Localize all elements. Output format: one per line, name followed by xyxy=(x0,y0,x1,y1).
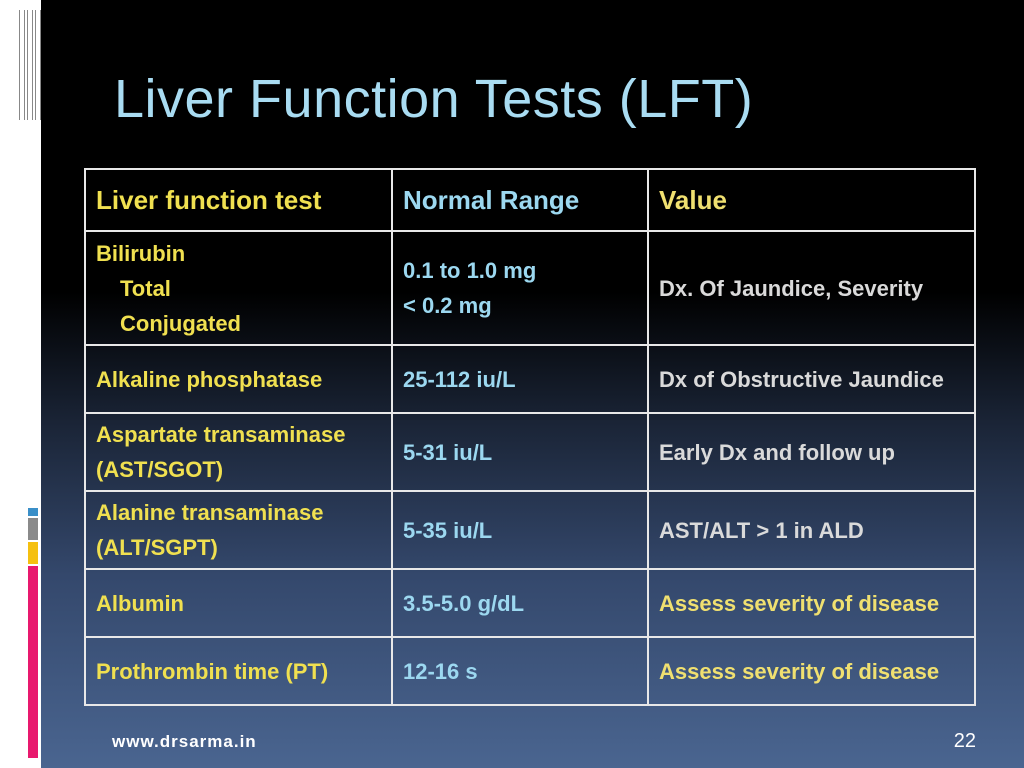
cell-range-bilirubin-conjugated: < 0.2 mg xyxy=(403,293,492,318)
cell-test-ast-line1: Aspartate transaminase xyxy=(96,422,346,447)
table-row-albumin: Albumin 3.5-5.0 g/dL Assess severity of … xyxy=(84,568,976,638)
cell-test-ast-line2: (AST/SGOT) xyxy=(96,457,224,482)
cell-value-ast: Early Dx and follow up xyxy=(647,412,976,492)
cell-test-bilirubin-total: Total xyxy=(120,275,171,301)
cell-test-bilirubin-line1: Bilirubin xyxy=(96,240,186,266)
table-header-row: Liver function test Normal Range Value xyxy=(84,168,976,232)
cell-test-alt-line2: (ALT/SGPT) xyxy=(96,535,218,560)
slide-title: Liver Function Tests (LFT) xyxy=(114,69,754,129)
cell-test-ast: Aspartate transaminase (AST/SGOT) xyxy=(84,412,393,492)
table-row-prothrombin-time: Prothrombin time (PT) 12-16 s Assess sev… xyxy=(84,636,976,706)
decorative-color-strip xyxy=(28,508,38,758)
website-footer: www.drsarma.in xyxy=(112,732,257,751)
header-liver-function-test: Liver function test xyxy=(84,168,393,232)
decorative-bars-top xyxy=(19,10,41,120)
table-row-alkaline-phosphatase: Alkaline phosphatase 25-112 iu/L Dx of O… xyxy=(84,344,976,414)
cell-value-prothrombin-time: Assess severity of disease xyxy=(647,636,976,706)
cell-value-albumin: Assess severity of disease xyxy=(647,568,976,638)
cell-range-alkaline-phosphatase: 25-112 iu/L xyxy=(391,344,649,414)
cell-test-bilirubin: Bilirubin Total Conjugated xyxy=(84,230,393,346)
cell-test-alkaline-phosphatase: Alkaline phosphatase xyxy=(84,344,393,414)
cell-test-alt: Alanine transaminase (ALT/SGPT) xyxy=(84,490,393,570)
cell-value-alt: AST/ALT > 1 in ALD xyxy=(647,490,976,570)
page-number: 22 xyxy=(953,730,976,752)
cell-range-bilirubin: 0.1 to 1.0 mg < 0.2 mg xyxy=(391,230,649,346)
cell-range-ast: 5-31 iu/L xyxy=(391,412,649,492)
cell-test-bilirubin-conjugated: Conjugated xyxy=(120,310,241,336)
cell-value-bilirubin: Dx. Of Jaundice, Severity xyxy=(647,230,976,346)
header-normal-range: Normal Range xyxy=(391,168,649,232)
cell-test-alt-line1: Alanine transaminase xyxy=(96,500,324,525)
table-row-bilirubin: Bilirubin Total Conjugated 0.1 to 1.0 mg… xyxy=(84,230,976,346)
cell-range-albumin: 3.5-5.0 g/dL xyxy=(391,568,649,638)
cell-test-albumin: Albumin xyxy=(84,568,393,638)
cell-test-prothrombin-time: Prothrombin time (PT) xyxy=(84,636,393,706)
lft-table: Liver function test Normal Range Value B… xyxy=(84,168,976,706)
cell-value-alkaline-phosphatase: Dx of Obstructive Jaundice xyxy=(647,344,976,414)
table-row-ast: Aspartate transaminase (AST/SGOT) 5-31 i… xyxy=(84,412,976,492)
cell-range-alt: 5-35 iu/L xyxy=(391,490,649,570)
table-row-alt: Alanine transaminase (ALT/SGPT) 5-35 iu/… xyxy=(84,490,976,570)
cell-range-prothrombin-time: 12-16 s xyxy=(391,636,649,706)
cell-range-bilirubin-total: 0.1 to 1.0 mg xyxy=(403,258,537,283)
header-value: Value xyxy=(647,168,976,232)
